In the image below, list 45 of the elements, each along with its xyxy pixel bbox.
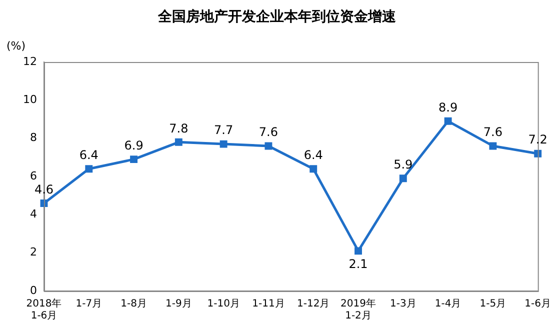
point <box>264 142 272 150</box>
y-tick-label: 12 <box>22 54 37 68</box>
y-tick-label: 8 <box>30 131 37 144</box>
data-label: 7.6 <box>258 125 278 140</box>
data-label: 2.1 <box>348 257 368 272</box>
data-label: 5.9 <box>394 158 413 172</box>
point <box>310 165 318 173</box>
x-tick-label: 1-9月 <box>166 298 192 310</box>
data-label: 6.9 <box>124 138 144 152</box>
x-tick-label: 1-5月 <box>480 298 506 310</box>
y-tick-label: 6 <box>30 169 37 182</box>
point <box>220 140 228 148</box>
data-label: 7.6 <box>483 125 502 140</box>
x-tick-label: 1-6月 <box>524 298 552 310</box>
x-tick-label: 2019年 1-2月 <box>340 298 376 322</box>
data-label: 6.4 <box>304 148 323 162</box>
data-label: 8.9 <box>438 100 458 114</box>
y-tick-label: 0 <box>30 284 37 297</box>
x-tick-label: 1-3月 <box>390 298 416 310</box>
data-label: 7.7 <box>214 123 234 138</box>
x-tick-label: 1-10月 <box>207 298 240 310</box>
chart-title: 全国房地产开发企业本年到位资金增速 <box>157 8 397 26</box>
x-tick-label: 1-7月 <box>76 298 102 310</box>
x-tick-label: 1-8月 <box>120 298 147 310</box>
x-tick-label: 1-4月 <box>434 298 462 310</box>
point <box>489 142 497 150</box>
x-tick-label: 1-11月 <box>252 298 285 310</box>
point <box>85 165 93 173</box>
point <box>130 156 138 164</box>
data-label: 7.2 <box>528 132 548 147</box>
point <box>444 117 452 125</box>
y-tick-label: 4 <box>30 208 37 221</box>
point <box>354 247 362 255</box>
x-tick-label: 1-12月 <box>297 298 330 310</box>
y-tick-label: 10 <box>22 93 37 106</box>
point <box>399 174 407 182</box>
point <box>40 199 48 207</box>
point <box>534 150 542 158</box>
x-tick-label: 2018年 1-6月 <box>26 298 62 322</box>
y-axis-title: (%) <box>6 39 26 52</box>
point <box>174 138 182 146</box>
y-tick-label: 2 <box>30 246 37 259</box>
data-label: 4.6 <box>34 182 54 196</box>
data-label: 6.4 <box>79 148 98 162</box>
data-label: 7.8 <box>169 121 188 136</box>
